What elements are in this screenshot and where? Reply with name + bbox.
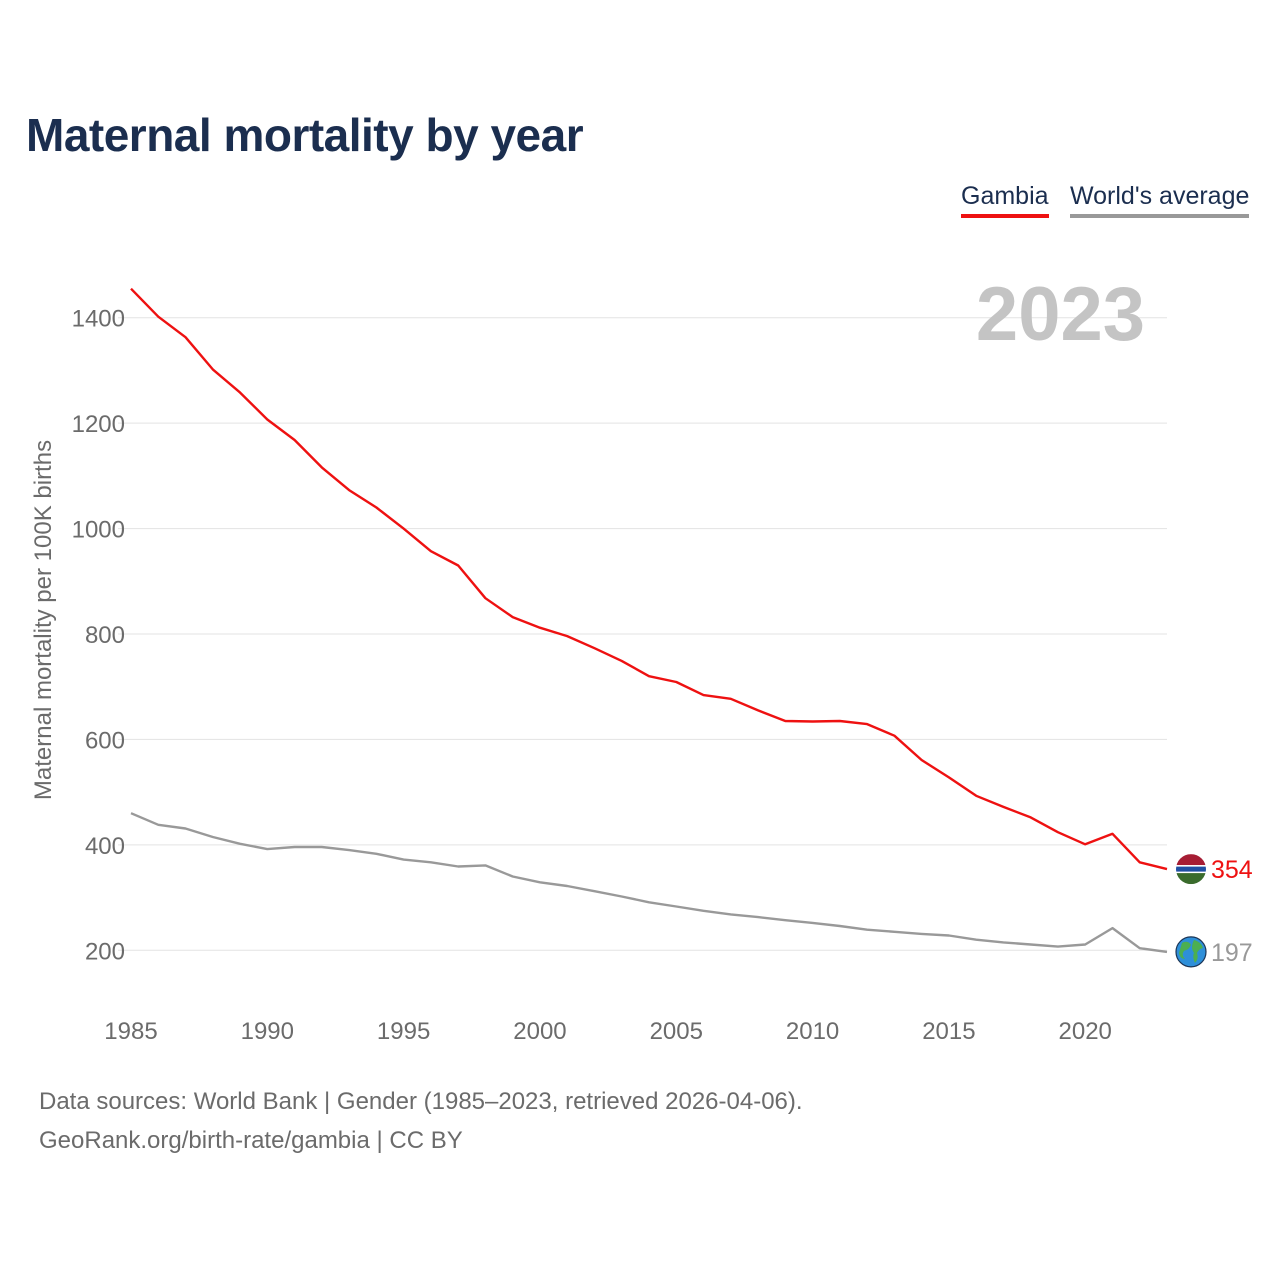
credit-link[interactable]: GeoRank.org/birth-rate/gambia | CC BY xyxy=(39,1127,463,1154)
legend-item-gambia[interactable]: Gambia xyxy=(961,182,1049,218)
legend-swatch-gambia xyxy=(961,214,1049,218)
y-tick-label-600: 600 xyxy=(85,727,125,754)
y-tick-label-1400: 1400 xyxy=(72,306,125,333)
legend-label-world-average: World's average xyxy=(1070,182,1250,210)
series-end-markers: 197 354 xyxy=(1175,854,1253,968)
series-line-world-s-average xyxy=(130,812,1168,954)
x-tick-label-2020: 2020 xyxy=(1059,1018,1112,1045)
legend-item-world-average[interactable]: World's average xyxy=(1070,182,1250,218)
legend-label-gambia: Gambia xyxy=(961,182,1049,210)
y-tick-label-200: 200 xyxy=(85,938,125,965)
series-line-gambia xyxy=(130,287,1168,871)
x-tick-label-2000: 2000 xyxy=(513,1018,566,1045)
year-watermark: 2023 xyxy=(976,272,1145,357)
end-value-label-world-s-average: 197 xyxy=(1211,939,1253,967)
x-tick-label-2015: 2015 xyxy=(922,1018,975,1045)
y-tick-label-800: 800 xyxy=(85,622,125,649)
globe-icon xyxy=(1175,936,1207,968)
y-tick-label-400: 400 xyxy=(85,833,125,860)
x-tick-label-1990: 1990 xyxy=(241,1018,294,1045)
gridlines xyxy=(118,317,1167,951)
x-tick-label-1985: 1985 xyxy=(104,1018,157,1045)
legend-swatch-world-average xyxy=(1070,214,1250,218)
y-axis-ticks: 200 400 600 800 1000 1200 1400 xyxy=(72,306,125,966)
x-axis-ticks: 1985 1990 1995 2000 2005 2010 2015 2020 xyxy=(104,1018,1112,1045)
series-lines xyxy=(130,287,1168,954)
x-tick-label-1995: 1995 xyxy=(377,1018,430,1045)
end-value-label-gambia: 354 xyxy=(1211,856,1253,884)
y-tick-label-1000: 1000 xyxy=(72,517,125,544)
gambia-flag-icon xyxy=(1176,854,1206,885)
x-tick-label-2010: 2010 xyxy=(786,1018,839,1045)
chart-title: Maternal mortality by year xyxy=(26,109,584,161)
y-tick-label-1200: 1200 xyxy=(72,411,125,438)
y-axis-label: Maternal mortality per 100K births xyxy=(30,440,57,800)
source-note: Data sources: World Bank | Gender (1985–… xyxy=(39,1088,803,1115)
x-tick-label-2005: 2005 xyxy=(650,1018,703,1045)
